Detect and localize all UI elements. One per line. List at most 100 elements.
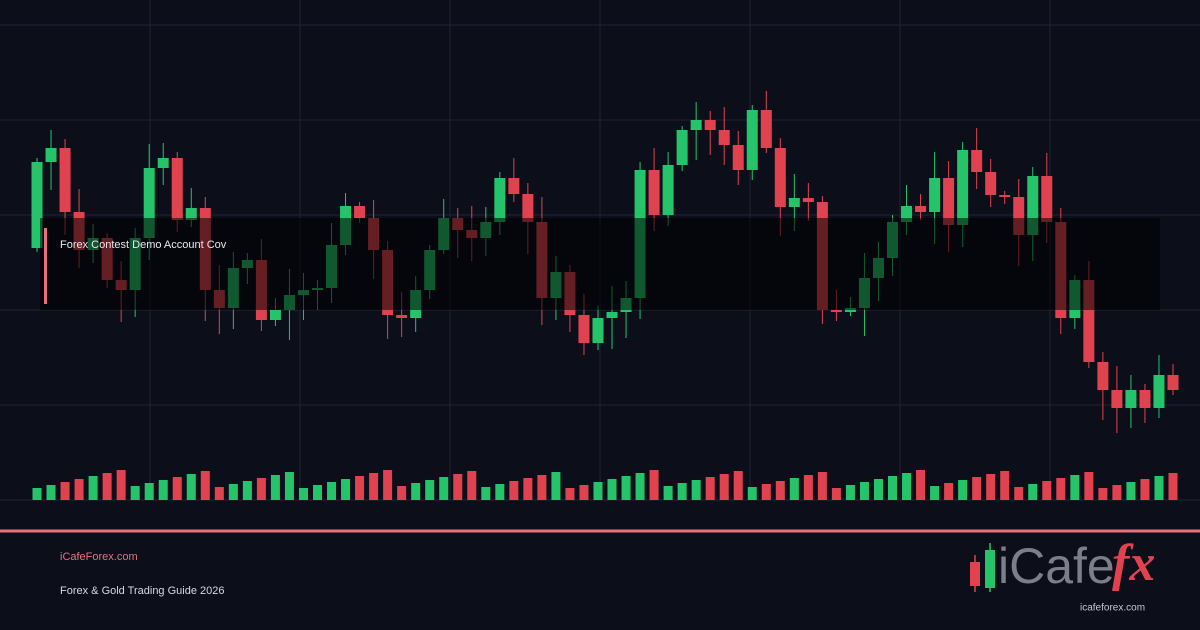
candle-body	[1083, 280, 1095, 362]
volume-bar	[621, 476, 631, 500]
volume-bar	[537, 475, 547, 500]
volume-bar	[1070, 475, 1080, 500]
candle-body	[746, 110, 758, 170]
volume-bar	[607, 479, 617, 500]
volume-bar	[32, 488, 42, 500]
candle-body	[396, 315, 408, 318]
volume-bar	[705, 477, 715, 500]
candle-body	[1167, 375, 1179, 390]
candle-body	[606, 312, 618, 318]
volume-bar	[789, 478, 799, 500]
volume-bar	[327, 482, 337, 500]
candle-body	[957, 150, 969, 225]
badge-accent	[44, 228, 47, 304]
volume-bar	[411, 483, 421, 500]
volume-bar	[284, 472, 294, 500]
candle-body	[508, 178, 520, 194]
volume-bar	[1112, 485, 1122, 500]
volume-bar	[270, 475, 280, 500]
candle-body	[830, 310, 842, 312]
volume-bar	[102, 473, 112, 500]
volume-bar	[649, 470, 659, 500]
volume-bar	[1168, 473, 1178, 500]
volume-bar	[747, 487, 757, 500]
volume-bar	[958, 480, 968, 500]
candle-body	[522, 194, 534, 222]
volume-bar	[116, 470, 126, 500]
volume-bar	[1154, 476, 1164, 500]
footer-site: iCafeForex.com	[60, 551, 138, 563]
volume-bar	[579, 485, 589, 500]
volume-bar	[845, 485, 855, 500]
volume-bar	[453, 474, 463, 500]
candle-body	[592, 318, 604, 343]
candle-body	[929, 178, 941, 212]
volume-bar	[761, 484, 771, 500]
volume-bar	[551, 472, 561, 500]
volumes	[32, 470, 1178, 500]
volume-bar	[803, 475, 813, 500]
badge-text: Forex Contest Demo Account Cov	[60, 239, 227, 251]
volume-bar	[200, 471, 210, 500]
volume-bar	[214, 487, 224, 500]
candle-body	[1125, 390, 1137, 408]
volume-bar	[509, 481, 519, 500]
candle-body	[269, 310, 281, 320]
volume-bar	[312, 485, 322, 500]
volume-bar	[972, 477, 982, 500]
volume-bar	[74, 479, 84, 500]
candle-body	[1027, 176, 1039, 235]
candle-body	[985, 172, 997, 195]
volume-bar	[719, 474, 729, 500]
volume-bar	[242, 481, 252, 500]
volume-bar	[355, 476, 365, 500]
candle-body	[788, 198, 800, 207]
volume-bar	[859, 482, 869, 500]
badge-band	[40, 218, 1160, 310]
volume-bar	[88, 476, 98, 500]
volume-bar	[565, 488, 575, 500]
volume-bar	[425, 480, 435, 500]
volume-bar	[593, 482, 603, 500]
volume-bar	[341, 479, 351, 500]
volume-bar	[1014, 487, 1024, 500]
logo-accent: fx	[1112, 535, 1155, 592]
volume-bar	[902, 473, 912, 500]
candle-body	[1041, 176, 1053, 222]
candle-body	[1111, 390, 1123, 408]
candle-body	[1013, 197, 1025, 235]
volume-bar	[144, 483, 154, 500]
candle-body	[901, 206, 913, 222]
volume-bar	[369, 473, 379, 500]
candle-body	[185, 208, 197, 220]
volume-bar	[691, 480, 701, 500]
volume-bar	[986, 474, 996, 500]
volume-bar	[873, 479, 883, 500]
candle-body	[704, 120, 716, 130]
volume-bar	[1042, 481, 1052, 500]
volume-bar	[383, 470, 393, 500]
volume-bar	[944, 483, 954, 500]
volume-bar	[228, 484, 238, 500]
volume-bar	[298, 488, 308, 500]
volume-bar	[817, 472, 827, 500]
volume-bar	[1140, 479, 1150, 500]
volume-bar	[481, 487, 491, 500]
volume-bar	[46, 485, 56, 500]
candle-body	[760, 110, 772, 148]
volume-bar	[1098, 488, 1108, 500]
volume-bar	[1028, 484, 1038, 500]
volume-bar	[1084, 472, 1094, 500]
footer-tagline: Forex & Gold Trading Guide 2026	[60, 585, 224, 597]
candle-body	[59, 148, 71, 212]
logo-url: icafeforex.com	[1080, 603, 1145, 614]
candle-body	[143, 168, 155, 238]
volume-bar	[916, 470, 926, 500]
candle-body	[718, 130, 730, 145]
candle-body	[31, 162, 43, 248]
volume-bar	[60, 482, 70, 500]
candle-body	[690, 120, 702, 130]
candle-body	[971, 150, 983, 172]
candle-body	[802, 198, 814, 202]
